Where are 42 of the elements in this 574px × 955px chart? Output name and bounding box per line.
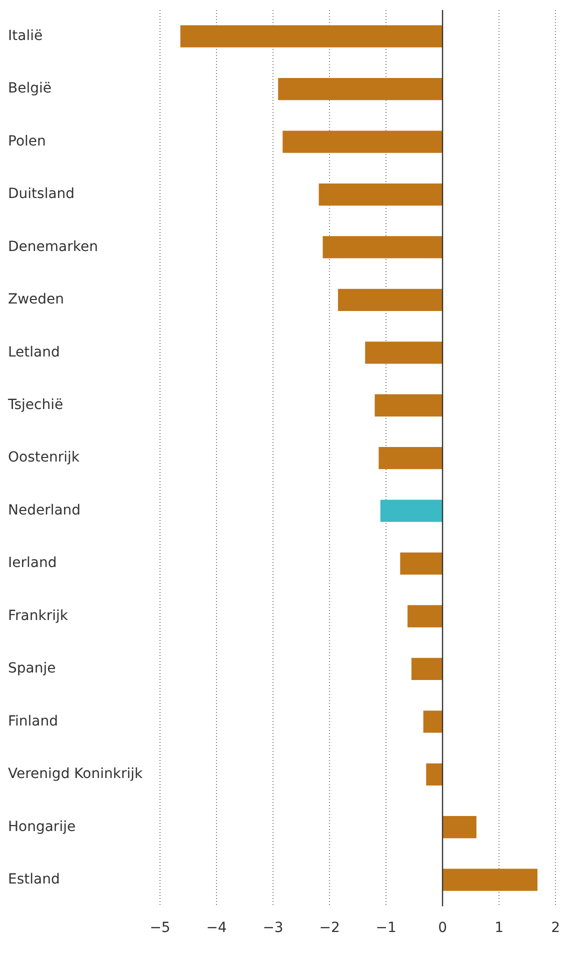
y-tick-label: Tsjechië — [7, 397, 64, 414]
y-tick-label: Verenigd Koninkrijk — [8, 766, 144, 782]
bar — [180, 25, 442, 48]
bar — [338, 288, 442, 312]
bar — [426, 763, 442, 786]
bar — [365, 342, 442, 364]
bar — [282, 130, 442, 153]
y-tick-label: Oostenrijk — [8, 450, 80, 466]
y-tick-label: Denemarken — [8, 238, 98, 255]
bar — [411, 658, 442, 680]
y-tick-label: Duitsland — [8, 186, 75, 202]
y-tick-label: Polen — [8, 133, 46, 150]
bar — [443, 816, 476, 838]
bar — [322, 236, 442, 258]
y-tick-label: Italië — [8, 28, 43, 44]
bar — [423, 710, 442, 733]
y-tick-label: Frankrijk — [8, 608, 69, 624]
y-tick-label: Nederland — [8, 502, 81, 518]
bar — [278, 78, 442, 100]
y-tick-label: Spanje — [8, 660, 56, 677]
x-tick-label: −2 — [319, 920, 340, 936]
x-tick-label: −5 — [150, 920, 170, 936]
x-tick-label: −4 — [206, 920, 227, 936]
bar — [374, 394, 442, 416]
y-tick-label: Finland — [8, 713, 58, 730]
bar — [378, 447, 442, 470]
bar — [318, 183, 442, 206]
x-tick-label: −3 — [262, 920, 284, 936]
y-tick-label: Letland — [8, 344, 60, 360]
y-tick-label: Ierland — [8, 555, 57, 572]
bar — [380, 500, 442, 522]
x-tick-label: 1 — [494, 920, 504, 936]
x-tick-label: −1 — [376, 920, 396, 936]
bar — [443, 868, 538, 891]
y-tick-label: België — [8, 80, 52, 97]
bar — [408, 605, 442, 628]
x-tick-label: 0 — [438, 920, 447, 936]
x-tick-label: 2 — [551, 920, 560, 936]
y-tick-label: Hongarije — [8, 818, 76, 835]
bar — [400, 552, 442, 575]
y-tick-label: Estland — [8, 871, 60, 888]
y-tick-label: Zweden — [8, 292, 64, 308]
